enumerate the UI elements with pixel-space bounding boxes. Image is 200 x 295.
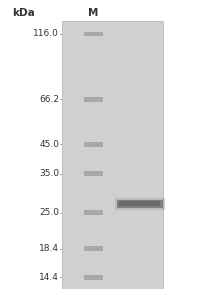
Bar — [119, 201, 160, 206]
Text: 35.0: 35.0 — [39, 169, 59, 178]
Text: 45.0: 45.0 — [39, 140, 59, 149]
Text: 18.4: 18.4 — [39, 244, 59, 253]
Text: 116.0: 116.0 — [33, 30, 59, 38]
Text: M: M — [88, 8, 98, 18]
Text: 25.0: 25.0 — [39, 208, 59, 217]
Bar — [84, 97, 103, 102]
Bar — [84, 210, 103, 215]
Bar — [84, 275, 103, 280]
Bar — [117, 200, 163, 208]
Bar — [84, 142, 103, 147]
Bar — [62, 21, 163, 289]
Bar — [84, 246, 103, 251]
Text: 66.2: 66.2 — [39, 95, 59, 104]
Bar — [115, 198, 165, 210]
Bar — [84, 32, 103, 36]
Text: 14.4: 14.4 — [39, 273, 59, 282]
Text: kDa: kDa — [12, 8, 35, 18]
Bar — [84, 171, 103, 176]
